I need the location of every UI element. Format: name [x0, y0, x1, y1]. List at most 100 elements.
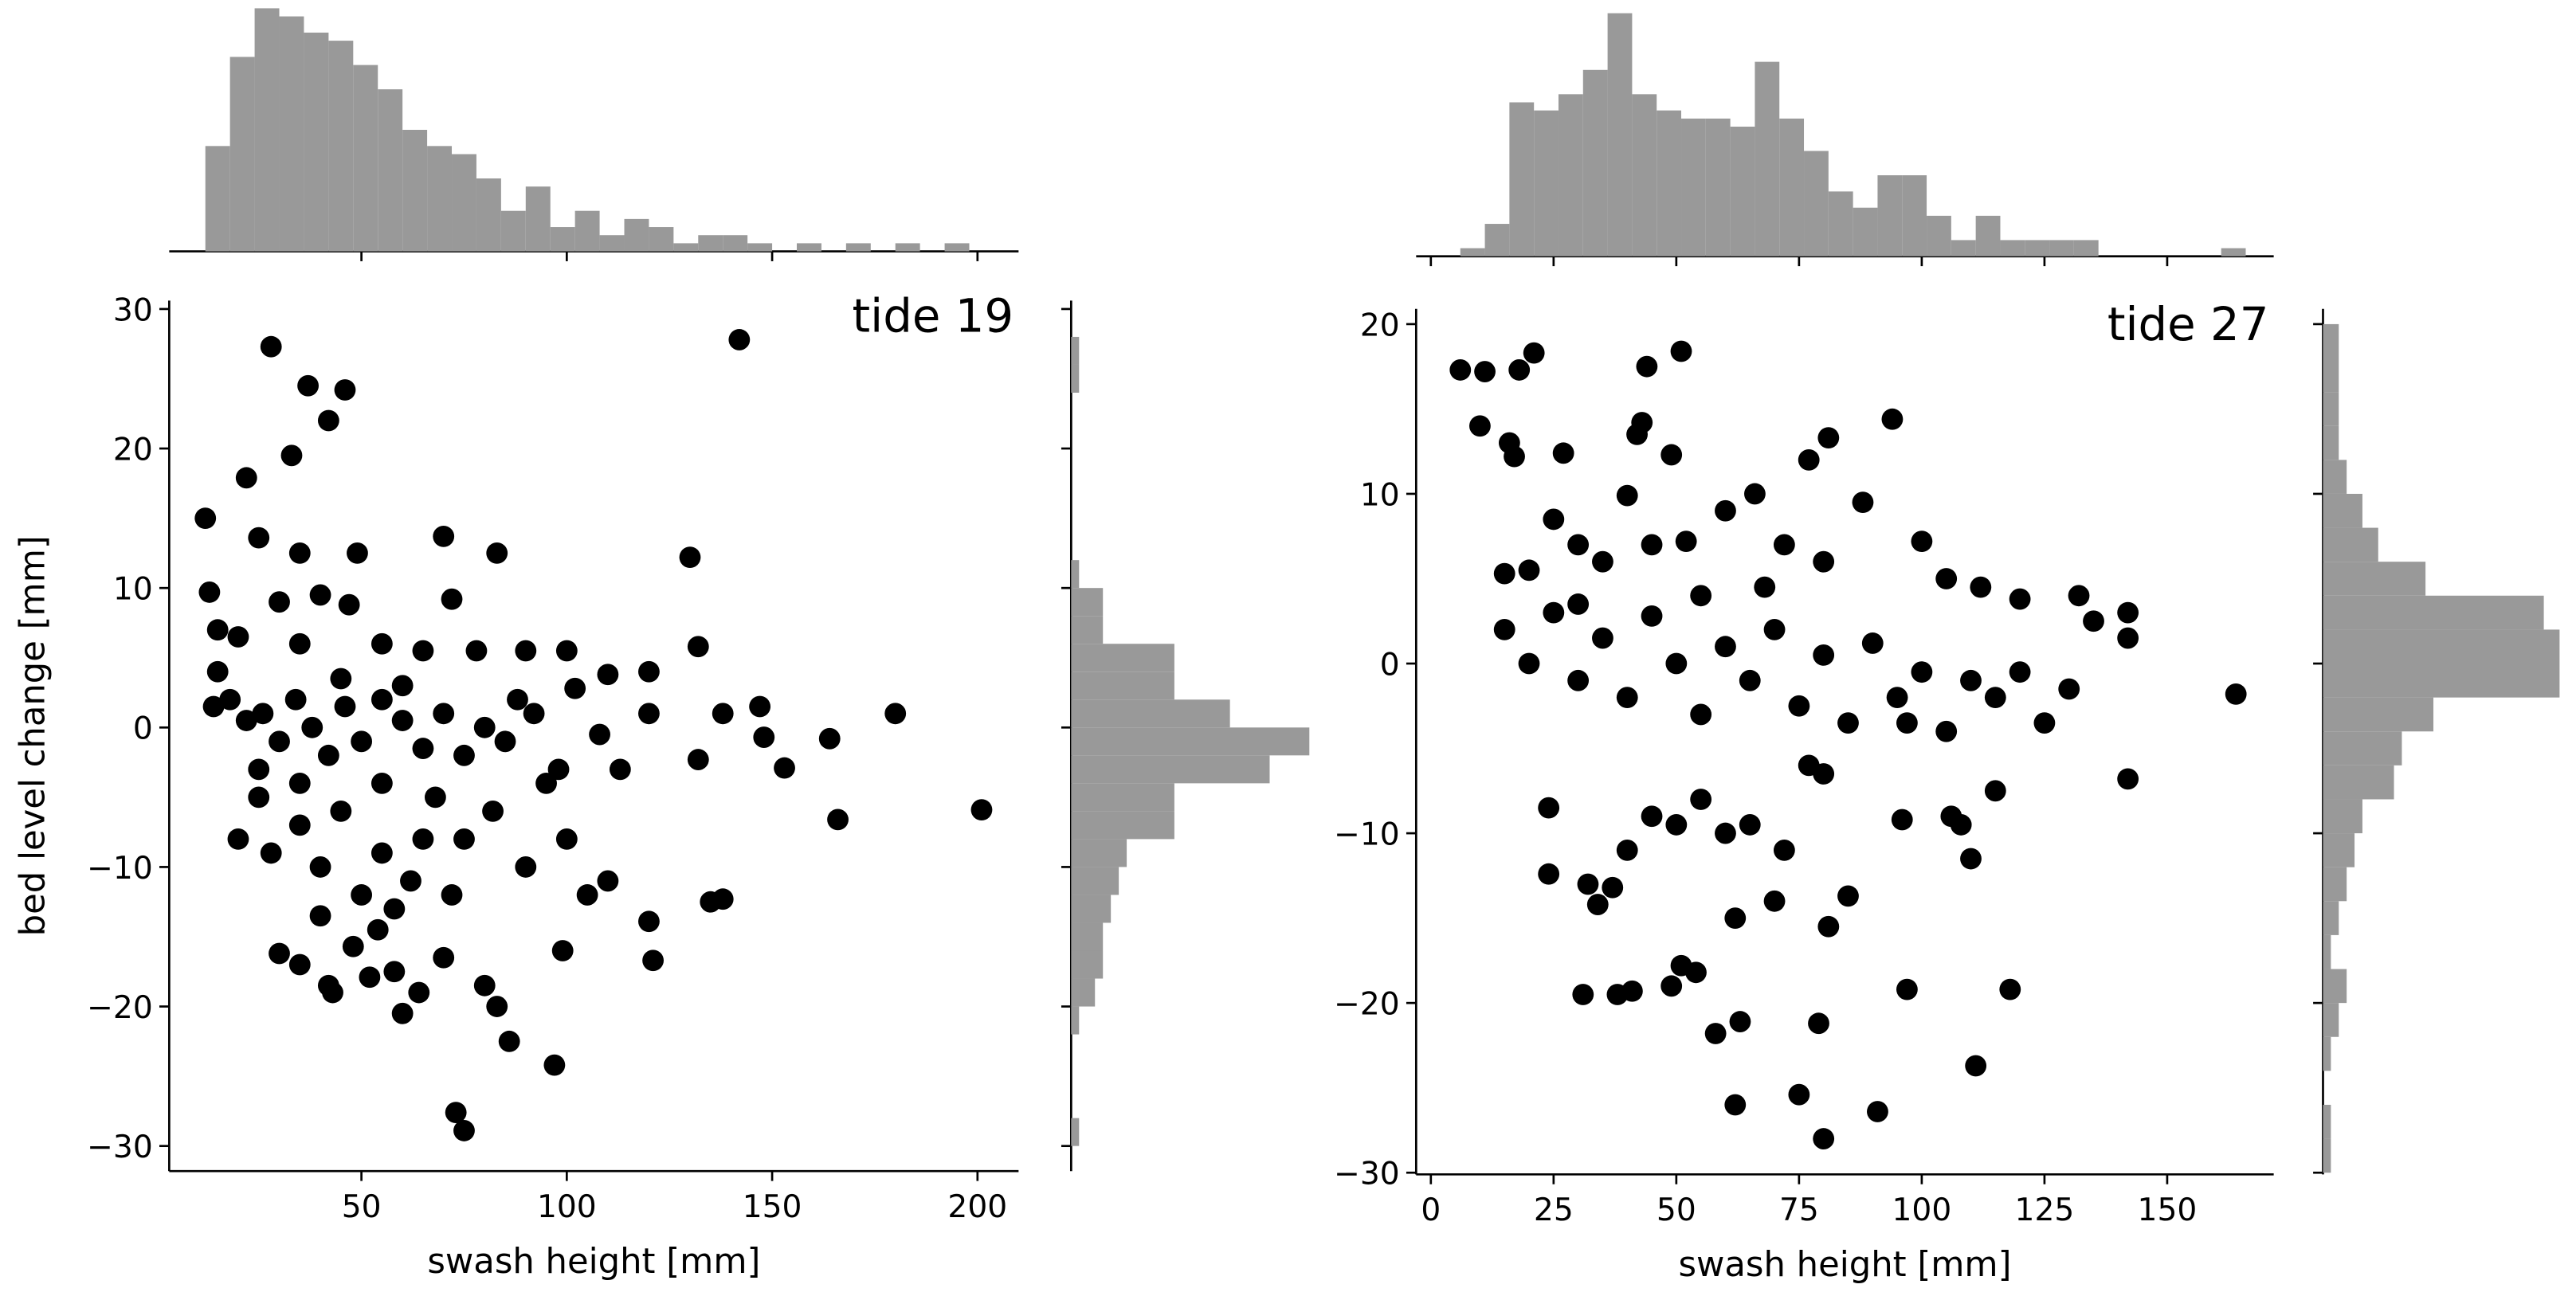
histogram-bar	[1071, 783, 1174, 812]
histogram-bar	[2025, 240, 2050, 256]
histogram-bar	[1632, 94, 1657, 256]
histogram-bar	[1071, 560, 1080, 589]
scatter-point	[970, 799, 993, 821]
scatter-point	[638, 660, 660, 683]
scatter-point	[1704, 1023, 1727, 1044]
scatter-point	[1621, 980, 1643, 1002]
scatter-point	[1504, 445, 1525, 468]
scatter-point	[1852, 491, 1874, 514]
scatter-point	[1508, 359, 1531, 381]
scatter-point	[309, 856, 331, 878]
scatter-point	[400, 870, 421, 892]
histogram-bar	[1071, 699, 1230, 728]
scatter-point	[1970, 576, 1992, 598]
histogram-bar	[1951, 240, 1976, 256]
histogram-bar	[723, 235, 748, 252]
scatter-point	[515, 856, 537, 878]
scatter-point	[351, 884, 373, 906]
scatter-point	[1567, 534, 1590, 556]
scatter-point	[301, 716, 323, 738]
scatter-point	[597, 870, 619, 892]
scatter-point	[248, 527, 270, 549]
histogram-bar	[2323, 425, 2339, 460]
x-tick-label: 75	[1779, 1192, 1819, 1228]
scatter-point	[486, 542, 508, 564]
scatter-point	[1592, 627, 1613, 649]
scatter-point	[1715, 822, 1736, 844]
scatter-point	[1690, 585, 1712, 607]
histogram-bar	[2073, 240, 2099, 256]
histogram-bar	[1681, 118, 1706, 256]
histogram-bar	[1804, 151, 1829, 256]
x-axis-label: swash height [mm]	[427, 1242, 760, 1282]
histogram-bar	[2000, 240, 2025, 256]
scatter-point	[288, 632, 311, 655]
histogram-bar	[328, 41, 354, 252]
scatter-point	[206, 660, 229, 683]
scatter-point	[347, 542, 368, 564]
histogram-bar	[1927, 215, 1951, 256]
histogram-bar	[2323, 934, 2331, 969]
histogram-bar	[2323, 1104, 2331, 1139]
scatter-point	[1798, 448, 1820, 471]
scatter-point	[1984, 687, 2006, 709]
panel-title: tide 19	[853, 289, 1014, 343]
scatter-point	[297, 374, 320, 397]
scatter-point	[371, 688, 393, 711]
scatter-point	[2068, 585, 2090, 607]
scatter-point	[1891, 809, 1913, 831]
histogram-bar	[254, 8, 280, 252]
histogram-bar	[1779, 118, 1805, 256]
histogram-bar	[1877, 175, 1903, 256]
scatter-point	[1739, 669, 1761, 691]
scatter-point	[1744, 483, 1766, 505]
scatter-point	[679, 546, 701, 569]
histogram-bar	[2323, 664, 2560, 698]
scatter-point	[1813, 550, 1835, 573]
scatter-point	[1543, 508, 1565, 531]
scatter-point	[288, 953, 311, 976]
histogram-bar	[1975, 215, 2001, 256]
scatter-point	[334, 695, 356, 718]
scatter-point	[424, 786, 446, 809]
scatter-point	[543, 1054, 566, 1076]
scatter-point	[1690, 789, 1712, 810]
scatter-point	[1813, 644, 1835, 666]
scatter-point	[1641, 605, 1663, 627]
scatter-point	[515, 640, 537, 662]
histogram-bar	[2323, 731, 2402, 765]
scatter-point	[1493, 562, 1515, 585]
y-tick-label: 30	[113, 292, 153, 328]
scatter-point	[609, 758, 631, 781]
scatter-point	[642, 949, 664, 972]
scatter-point	[555, 640, 578, 662]
y-tick-label: 0	[1380, 647, 1400, 683]
scatter-point	[1817, 915, 1840, 938]
histogram-bar	[2323, 799, 2362, 834]
scatter-point	[1523, 342, 1545, 364]
scatter-point	[1808, 1012, 1829, 1035]
histogram-bar	[1902, 175, 1927, 256]
scatter-point	[453, 1120, 475, 1141]
scatter-point	[433, 525, 455, 547]
histogram-bar	[2323, 697, 2434, 732]
scatter-point	[1715, 499, 1736, 522]
scatter-point	[371, 632, 393, 655]
histogram-bar	[2323, 460, 2347, 494]
scatter-point	[288, 542, 311, 564]
scatter-point	[1665, 652, 1688, 675]
scatter-point	[194, 507, 217, 530]
scatter-point	[1660, 444, 1683, 466]
x-tick-label: 100	[1892, 1192, 1952, 1228]
histogram-bar	[1071, 671, 1174, 700]
scatter-point	[1474, 361, 1496, 382]
histogram-bar	[2323, 867, 2347, 902]
scatter-point	[391, 1002, 414, 1024]
histogram-bar	[599, 235, 625, 252]
histogram-bar	[1657, 110, 1682, 256]
scatter-point	[728, 329, 751, 350]
histogram-bar	[1071, 755, 1270, 784]
scatter-point	[227, 626, 249, 648]
scatter-point	[2009, 588, 2031, 610]
histogram-bar	[1071, 588, 1104, 617]
